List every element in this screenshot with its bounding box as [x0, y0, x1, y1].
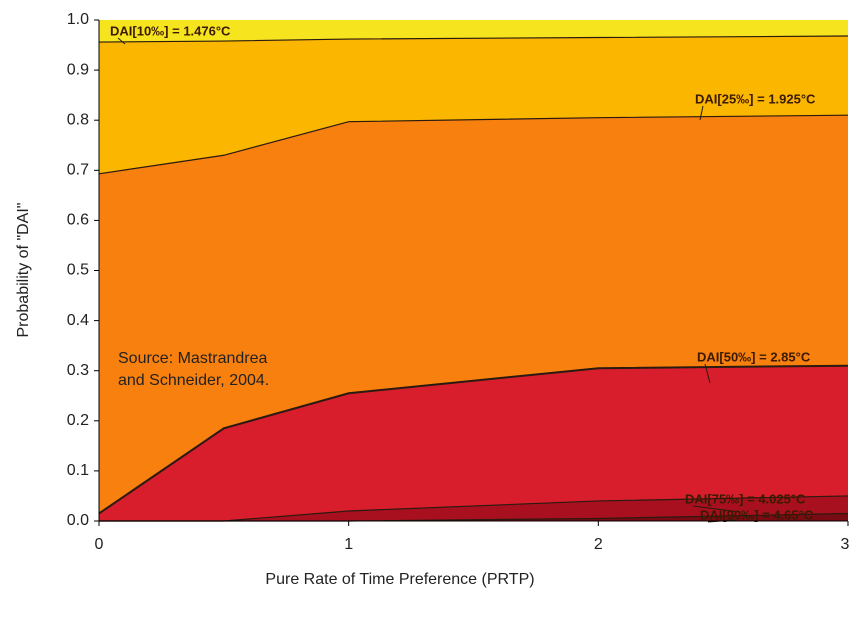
x-axis-label: Pure Rate of Time Preference (PRTP): [265, 571, 534, 588]
annotation: and Schneider, 2004.: [118, 372, 269, 389]
leader-line: [704, 363, 711, 384]
area: [99, 513, 848, 521]
area: [99, 495, 848, 521]
series-label: DAI[50‰] = 2.85°C: [697, 349, 811, 364]
y-axis-label: Probability of "DAI": [15, 203, 32, 338]
series-label: DAI[25‰] = 1.925°C: [695, 91, 816, 106]
y-tick-label: 0.2: [67, 412, 89, 429]
area: [99, 365, 848, 521]
series-label: DAI[75‰] = 4.025°C: [685, 491, 806, 506]
x-tick-label: 0: [95, 536, 104, 553]
x-tick-label: 1: [344, 536, 353, 553]
x-tick-label: 2: [594, 536, 603, 553]
y-tick-label: 0.8: [67, 111, 89, 128]
series-label: DAI[90‰] = 4.65°C: [700, 507, 814, 522]
contour-line: [98, 35, 849, 43]
x-tick-label: 3: [841, 536, 850, 553]
y-tick-label: 0.3: [67, 362, 89, 379]
y-tick-label: 0.4: [67, 312, 89, 329]
leader-line: [692, 505, 741, 513]
y-tick-label: 0.6: [67, 212, 89, 229]
contour-line: [98, 364, 849, 515]
contour-line: [98, 114, 849, 175]
y-tick-label: 0.1: [67, 462, 89, 479]
annotation: Source: Mastrandrea: [118, 350, 268, 367]
y-tick-label: 0.7: [67, 162, 89, 179]
y-tick-label: 0.0: [67, 512, 89, 529]
y-tick-label: 0.9: [67, 61, 89, 78]
y-tick-label: 0.5: [67, 262, 89, 279]
leader-line: [117, 37, 126, 45]
y-tick-label: 1.0: [67, 11, 89, 28]
leader-line: [699, 105, 704, 121]
series-label: DAI[10‰] = 1.476°C: [110, 23, 231, 38]
